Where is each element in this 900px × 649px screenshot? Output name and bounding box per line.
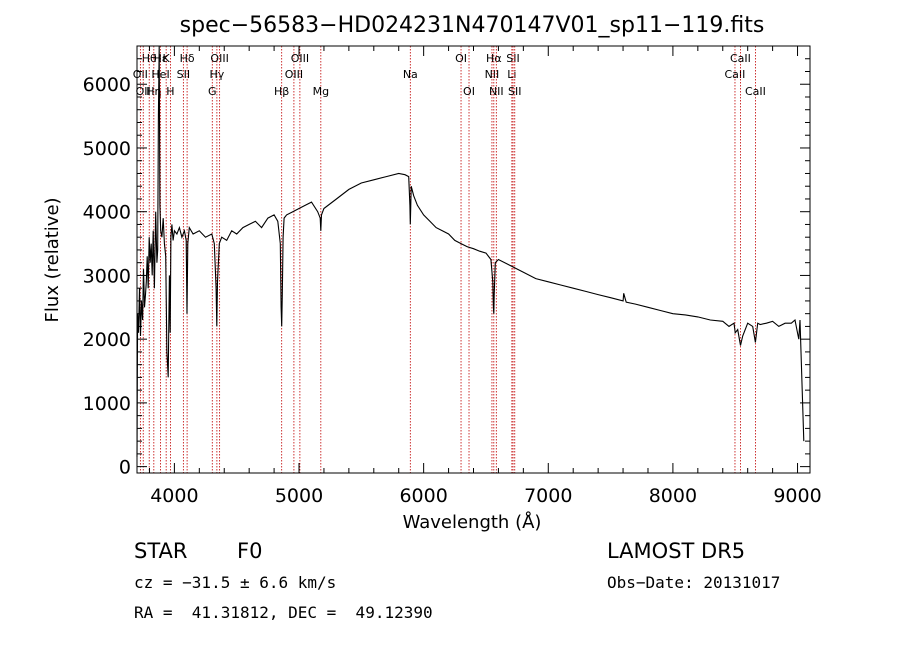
line-marker-label: Hη — [146, 85, 161, 98]
line-marker-label: K — [163, 52, 171, 65]
line-marker-label: Hε — [153, 52, 167, 65]
x-tick-label: 5000 — [275, 485, 323, 507]
line-marker-label: NII — [485, 68, 500, 81]
line-marker-label: OII — [136, 85, 151, 98]
line-marker-label: Hθ — [142, 52, 157, 65]
line-marker-label: SII — [506, 52, 519, 65]
line-marker-label: OII — [133, 68, 148, 81]
y-tick-label: 2000 — [83, 329, 131, 351]
survey-name: LAMOST DR5 — [607, 539, 746, 563]
line-marker-label: SII — [177, 68, 190, 81]
coordinates: RA = 41.31812, DEC = 49.12390 — [134, 603, 433, 622]
y-tick-label: 0 — [119, 457, 131, 479]
chart-title: spec−56583−HD024231N470147V01_sp11−119.f… — [180, 13, 765, 38]
x-axis: 4000 5000 6000 7000 8000 9000 — [148, 46, 822, 507]
plot-frame — [136, 45, 811, 474]
line-marker-label: OIII — [285, 68, 303, 81]
y-axis-label: Flux (relative) — [42, 197, 63, 322]
y-axis: 0 1000 2000 3000 4000 5000 6000 — [83, 58, 810, 479]
line-marker-label: SII — [508, 85, 521, 98]
line-marker-label: CaII — [745, 85, 766, 98]
line-marker-label: Hβ — [274, 85, 289, 98]
line-marker-label: G — [208, 85, 217, 98]
object-class: STAR — [134, 539, 188, 563]
line-marker-label: OIII — [210, 52, 228, 65]
spectral-line-markers: HθOIIOIIHηHεHeIKHSIIHδGHγOIIIHβOIIIOIIIM… — [133, 46, 766, 473]
line-marker-label: NII — [489, 85, 504, 98]
line-marker-label: OIII — [291, 52, 309, 65]
line-marker-label: OI — [463, 85, 475, 98]
line-marker-label: Mg — [313, 85, 329, 98]
line-marker-label: Na — [403, 68, 418, 81]
spectrum-line — [136, 45, 805, 458]
line-marker-label: HeI — [151, 68, 169, 81]
object-subclass: F0 — [237, 539, 263, 563]
x-tick-label: 4000 — [150, 485, 198, 507]
y-tick-label: 4000 — [83, 202, 131, 224]
line-marker-label: CaII — [730, 52, 751, 65]
x-axis-label: Wavelength (Å) — [403, 511, 542, 533]
y-tick-label: 6000 — [83, 74, 131, 96]
line-marker-label: Hα — [486, 52, 502, 65]
line-marker-label: CaII — [725, 68, 746, 81]
y-tick-label: 3000 — [83, 265, 131, 287]
x-tick-label: 6000 — [399, 485, 447, 507]
line-marker-label: OI — [455, 52, 467, 65]
x-tick-label: 9000 — [773, 485, 821, 507]
y-tick-label: 1000 — [83, 393, 131, 415]
line-marker-label: Hδ — [180, 52, 195, 65]
x-tick-label: 8000 — [649, 485, 697, 507]
y-tick-label: 5000 — [83, 138, 131, 160]
line-marker-label: Hγ — [209, 68, 224, 81]
x-tick-label: 7000 — [524, 485, 572, 507]
obs-date: Obs−Date: 20131017 — [607, 573, 781, 592]
line-marker-label: H — [166, 85, 174, 98]
line-marker-label: Li — [507, 68, 516, 81]
redshift-cz: cz = −31.5 ± 6.6 km/s — [134, 573, 337, 592]
